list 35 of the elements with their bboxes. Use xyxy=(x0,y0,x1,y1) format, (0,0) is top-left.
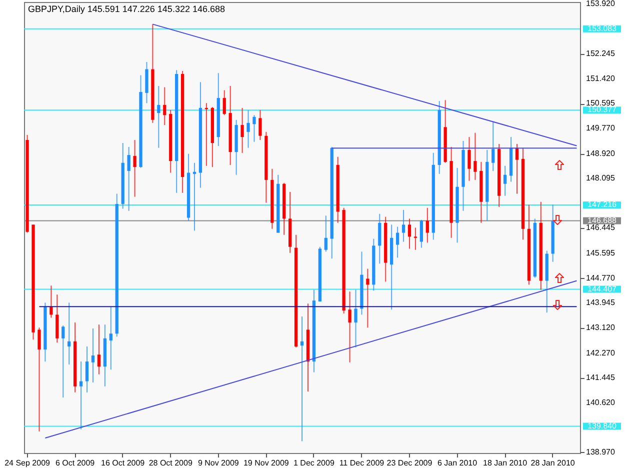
y-tick-label: 149.770 xyxy=(586,123,616,132)
y-tick-label: 148.920 xyxy=(586,148,616,158)
x-tick-label: 19 Nov 2009 xyxy=(243,458,290,468)
x-tick-label: 11 Dec 2009 xyxy=(339,458,385,468)
y-tick-label: 145.595 xyxy=(586,248,616,258)
x-tick-label: 28 Jan 2010 xyxy=(530,458,576,468)
x-tick-label: 18 Jan 2010 xyxy=(483,458,528,468)
y-tick-label: 150.595 xyxy=(586,98,616,108)
y-tick-label: 152.245 xyxy=(586,49,616,58)
y-tick-label: 140.620 xyxy=(586,398,616,407)
x-tick-label: 23 Dec 2009 xyxy=(386,458,433,468)
ref-line-label: 144.407 xyxy=(588,284,618,294)
y-tick-label: 142.270 xyxy=(586,348,616,358)
x-tick-label: 9 Nov 2009 xyxy=(198,458,240,468)
y-tick-label: 141.445 xyxy=(586,373,616,382)
x-tick-label: 16 Oct 2009 xyxy=(101,458,146,468)
ref-line-label: 139.840 xyxy=(588,421,618,430)
x-tick-label: 28 Oct 2009 xyxy=(148,458,193,468)
y-tick-label: 143.120 xyxy=(586,322,616,332)
y-tick-label: 143.945 xyxy=(586,298,616,308)
y-tick-label: 138.970 xyxy=(586,447,616,456)
x-tick-label: 1 Dec 2009 xyxy=(293,458,335,468)
y-tick-label: 153.920 xyxy=(586,0,616,8)
x-tick-label: 6 Oct 2009 xyxy=(55,458,96,468)
ref-line-label: 150.377 xyxy=(588,105,618,114)
y-tick-label: 151.420 xyxy=(586,74,616,83)
ref-line-label: 146.688 xyxy=(588,216,618,225)
chart-title: GBPJPY,Daily 145.591 147.226 145.322 146.688 xyxy=(28,4,225,14)
y-tick-label: 146.445 xyxy=(586,223,616,232)
y-tick-label: 144.770 xyxy=(586,273,616,282)
ref-line-label: 147.216 xyxy=(588,200,618,209)
ref-line-label: 153.083 xyxy=(588,24,618,33)
x-tick-label: 6 Jan 2010 xyxy=(437,458,478,468)
y-tick-label: 148.095 xyxy=(586,174,616,183)
x-tick-label: 24 Sep 2009 xyxy=(4,458,51,468)
